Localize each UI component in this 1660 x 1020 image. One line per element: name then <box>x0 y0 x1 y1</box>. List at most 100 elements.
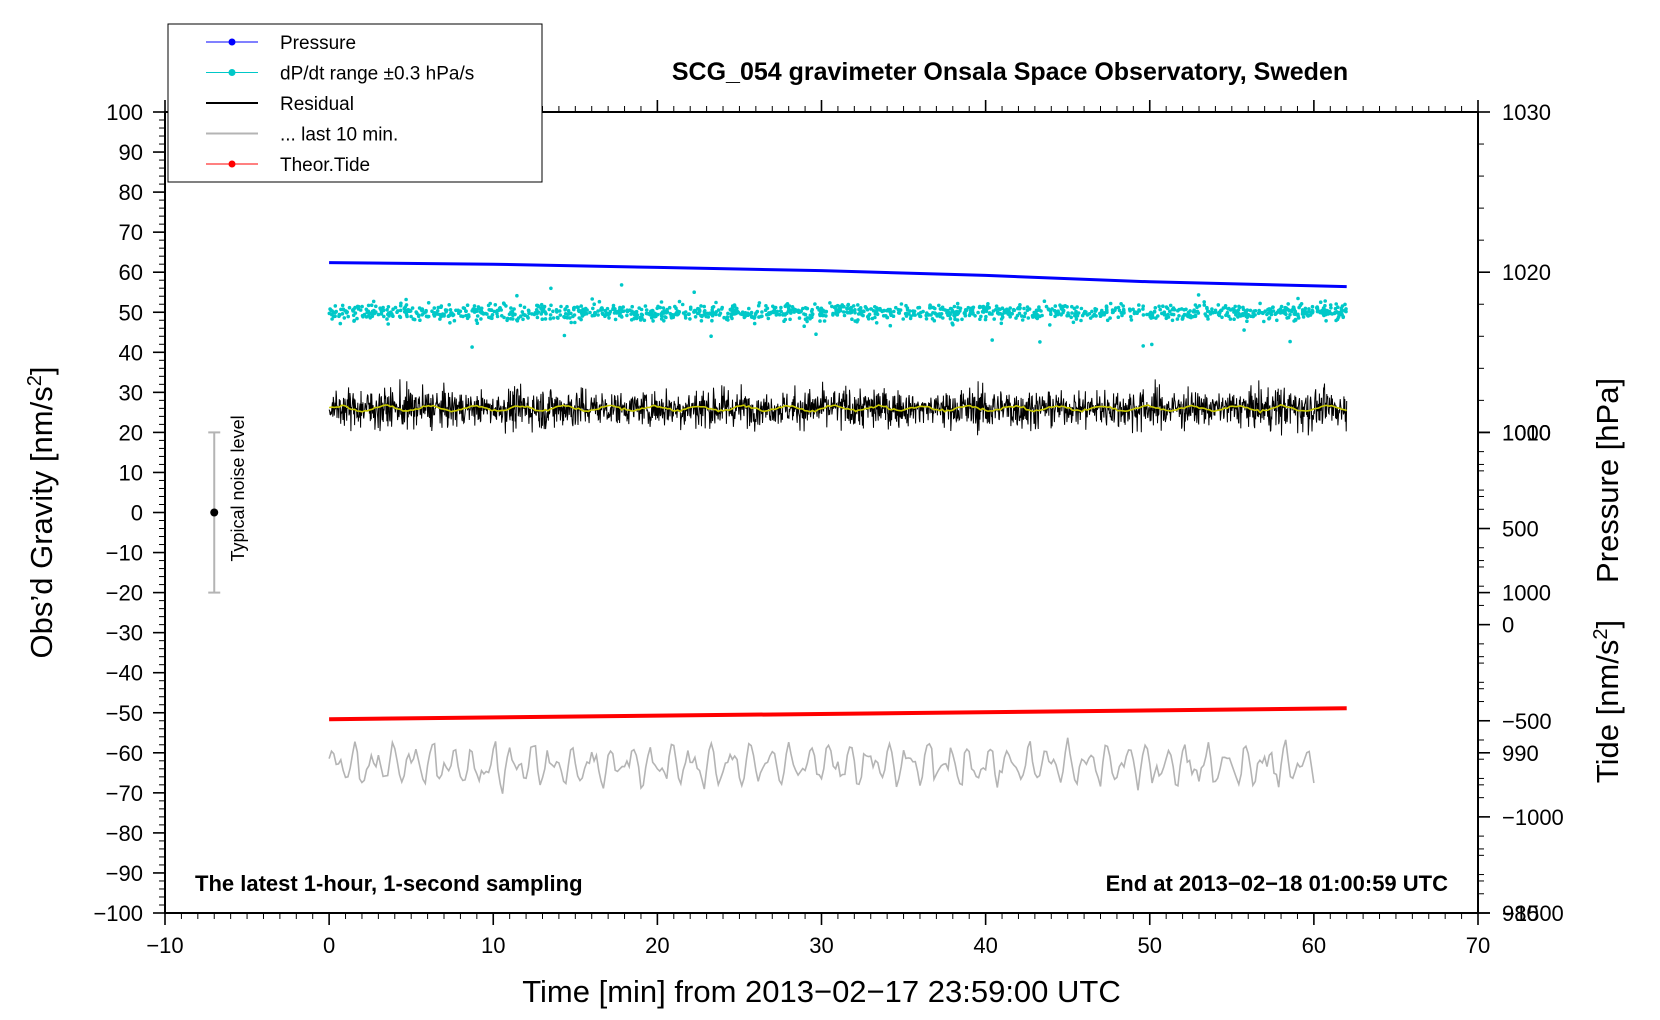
dpdt-point <box>1323 299 1327 303</box>
dpdt-point <box>1271 305 1275 310</box>
dpdt-point <box>493 303 498 307</box>
x-tick-label: 50 <box>1138 933 1162 958</box>
dpdt-point <box>1120 313 1124 318</box>
dpdt-point <box>1044 304 1049 309</box>
dpdt-point <box>1076 311 1081 315</box>
dpdt-point <box>416 313 421 318</box>
dpdt-point <box>1037 308 1042 312</box>
dpdt-point <box>1244 311 1248 315</box>
dpdt-point <box>410 306 415 310</box>
dpdt-point <box>1074 309 1078 314</box>
dpdt-point <box>475 321 480 326</box>
dpdt-point <box>498 306 502 310</box>
dpdt-point <box>569 311 573 316</box>
dpdt-point <box>1149 316 1153 320</box>
dpdt-point <box>1193 314 1198 319</box>
y-tick-label: −10 <box>106 541 143 566</box>
dpdt-point <box>597 299 602 304</box>
dpdt-point <box>518 303 523 308</box>
dpdt-point <box>489 314 494 319</box>
dpdt-point <box>1228 317 1233 321</box>
dpdt-point <box>909 314 913 318</box>
dpdt-point <box>563 312 568 316</box>
dpdt-point <box>688 317 692 321</box>
dpdt-point <box>489 308 494 313</box>
dpdt-point <box>1165 306 1170 311</box>
dpdt-point <box>640 313 645 317</box>
dpdt-point <box>830 304 834 309</box>
dpdt-point <box>432 311 437 315</box>
dpdt-point <box>1161 304 1165 309</box>
dpdt-point <box>650 308 655 313</box>
dpdt-point <box>579 317 583 322</box>
dpdt-point <box>562 333 567 338</box>
dpdt-point <box>842 310 846 314</box>
dpdt-point <box>662 319 666 323</box>
dpdt-point <box>569 320 573 325</box>
dpdt-point <box>850 317 854 322</box>
x-tick-label: 40 <box>973 933 997 958</box>
dpdt-point <box>522 305 527 310</box>
dpdt-scatter <box>327 283 1348 349</box>
dpdt-point <box>1177 314 1181 318</box>
chart-title: SCG_054 gravimeter Onsala Space Observat… <box>672 58 1348 86</box>
dpdt-point <box>767 312 771 317</box>
dpdt-point <box>535 311 539 315</box>
superscript-2: 2 <box>24 375 46 386</box>
bracket-close: ] <box>1590 620 1625 629</box>
dpdt-point <box>677 299 682 304</box>
dpdt-point <box>963 313 968 318</box>
dpdt-point <box>745 313 750 317</box>
dpdt-point <box>976 310 980 315</box>
dpdt-point <box>655 306 659 311</box>
dpdt-point <box>667 305 672 310</box>
y-tick-label: −40 <box>106 661 143 686</box>
dpdt-point <box>1069 315 1073 320</box>
dpdt-point <box>1202 300 1206 304</box>
dpdt-point <box>881 314 886 318</box>
dpdt-point <box>1310 310 1315 315</box>
dpdt-point <box>1233 304 1237 309</box>
dpdt-point <box>918 314 923 319</box>
dpdt-point <box>853 310 857 315</box>
dpdt-point <box>849 310 854 315</box>
dpdt-point <box>1132 311 1137 316</box>
dpdt-point <box>683 316 688 320</box>
dpdt-point <box>495 308 500 313</box>
dpdt-point <box>1208 312 1213 316</box>
dpdt-point <box>802 324 806 329</box>
dpdt-point <box>1008 315 1012 319</box>
dpdt-point <box>1283 311 1287 315</box>
dpdt-point <box>661 306 666 310</box>
dpdt-point <box>1105 318 1110 323</box>
dpdt-point <box>783 304 788 309</box>
dpdt-point <box>372 308 376 313</box>
dpdt-point <box>334 309 339 314</box>
dpdt-point <box>566 308 571 313</box>
dpdt-point <box>837 306 842 311</box>
dpdt-point <box>757 315 761 319</box>
dpdt-point <box>420 308 424 313</box>
dpdt-point <box>516 316 521 320</box>
dpdt-point <box>1018 306 1022 310</box>
dpdt-point <box>1059 307 1064 311</box>
dpdt-point <box>925 311 929 315</box>
dpdt-point <box>1122 309 1126 313</box>
dpdt-point <box>860 309 864 314</box>
dpdt-point <box>698 308 702 313</box>
dpdt-point <box>600 311 605 316</box>
dpdt-point <box>722 315 726 320</box>
dpdt-point <box>544 311 548 316</box>
y-axis-title-pressure: Pressure [hPa] <box>1590 378 1625 583</box>
x-tick-label: 0 <box>323 933 335 958</box>
dpdt-point <box>1150 342 1154 347</box>
dpdt-point <box>1244 314 1248 319</box>
dpdt-point <box>474 309 479 314</box>
legend-label: ... last 10 min. <box>280 125 398 146</box>
dpdt-point <box>1156 314 1160 318</box>
dpdt-point <box>1324 319 1328 323</box>
dpdt-point <box>541 307 546 311</box>
dpdt-point <box>1186 314 1190 319</box>
dpdt-point <box>1038 340 1042 344</box>
dpdt-point <box>352 319 356 323</box>
